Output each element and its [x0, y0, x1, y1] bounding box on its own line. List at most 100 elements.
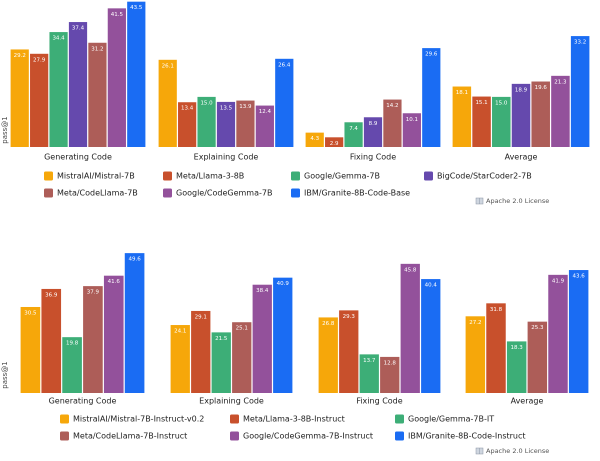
bar: [216, 101, 236, 147]
value-label: 19.8: [66, 341, 79, 347]
bar: [30, 53, 49, 147]
bar: [548, 274, 568, 393]
bar: [492, 96, 511, 147]
bar: [452, 86, 472, 147]
value-label: 29.2: [14, 53, 26, 59]
value-label: 15.1: [475, 100, 487, 106]
value-label: 43.6: [573, 274, 586, 280]
bar: [380, 356, 400, 393]
bar: [359, 354, 379, 393]
legend-label: Google/CodeGemma-7B: [176, 189, 272, 198]
value-label: 15.0: [200, 100, 213, 106]
value-label: 8.9: [369, 121, 378, 127]
bar: [472, 96, 491, 147]
bar: [325, 137, 344, 147]
value-label: 15.0: [495, 100, 508, 106]
value-label: 4.3: [310, 136, 319, 142]
bar: [88, 42, 107, 147]
bar: [422, 48, 441, 147]
value-label: 41.5: [111, 12, 124, 18]
bar: [127, 1, 146, 147]
value-label: 13.5: [220, 105, 233, 111]
bar: [107, 8, 126, 147]
value-label: 21.3: [554, 79, 567, 85]
legend-label: MistralAI/Mistral-7B-Instruct-v0.2: [73, 415, 204, 424]
value-label: 41.9: [552, 278, 565, 284]
value-label: 26.8: [322, 321, 335, 327]
value-label: 13.9: [239, 104, 252, 110]
value-label: 24.1: [174, 329, 186, 335]
value-label: 38.4: [256, 288, 269, 294]
legend-label: Meta/CodeLlama-7B-Instruct: [73, 432, 187, 441]
bar: [273, 277, 293, 393]
bar: [255, 105, 274, 147]
bar: [170, 325, 190, 393]
legend-swatch: [395, 431, 404, 441]
value-label: 37.9: [87, 290, 100, 296]
value-label: 26.1: [162, 63, 174, 69]
legend-swatch: [163, 188, 172, 198]
legend-swatch: [230, 431, 239, 441]
value-label: 40.9: [277, 281, 290, 287]
legend-swatch: [60, 431, 69, 441]
value-label: 19.6: [535, 85, 548, 91]
bar: [339, 310, 359, 393]
bar: [363, 117, 383, 147]
legend-swatch: [291, 171, 300, 181]
bar: [570, 36, 590, 147]
bar: [191, 310, 211, 393]
value-label: 12.8: [384, 360, 397, 366]
value-label: 25.1: [236, 326, 248, 332]
value-label: 29.1: [195, 314, 207, 320]
value-label: 18.3: [511, 345, 524, 351]
license-note: Apache 2.0 License: [486, 197, 549, 205]
legend-swatch: [60, 414, 69, 424]
bar: [178, 102, 197, 147]
x-tick-label: Generating Code: [44, 153, 112, 162]
value-label: 34.4: [52, 36, 65, 42]
bar: [103, 275, 124, 393]
value-label: 14.2: [386, 103, 398, 109]
bar: [527, 321, 548, 393]
y-axis-label: pass@1: [1, 116, 9, 143]
value-label: 13.7: [363, 358, 376, 364]
bar: [400, 263, 420, 393]
bar: [158, 59, 177, 147]
bar: [551, 75, 570, 147]
x-tick-label: Explaining Code: [194, 153, 259, 162]
y-axis-label: pass@1: [1, 361, 9, 388]
bar: [49, 32, 68, 148]
value-label: 25.3: [531, 325, 544, 331]
value-label: 30.5: [24, 310, 37, 316]
legend-label: Meta/Llama-3-8B-Instruct: [243, 415, 345, 424]
bar: [124, 253, 145, 393]
legend-label: Google/Gemma-7B: [304, 172, 380, 181]
bar: [531, 81, 550, 147]
legend-label: IBM/Granite-8B-Code-Base: [304, 189, 410, 198]
x-tick-label: Average: [511, 397, 544, 406]
x-tick-label: Fixing Code: [356, 397, 402, 406]
bar: [568, 270, 589, 393]
bar: [506, 341, 527, 393]
legend-swatch: [44, 188, 53, 198]
value-label: 33.2: [574, 40, 586, 46]
bar: [402, 113, 421, 147]
bar: [211, 332, 231, 393]
bar: [20, 306, 41, 393]
bar: [41, 288, 62, 393]
value-label: 43.5: [130, 5, 143, 11]
legend-swatch: [230, 414, 239, 424]
bar: [197, 96, 216, 147]
value-label: 2.9: [330, 141, 339, 147]
value-label: 10.1: [406, 117, 418, 123]
bar: [232, 322, 252, 393]
value-label: 40.4: [425, 283, 438, 289]
value-label: 27.9: [33, 57, 46, 63]
legend-swatch: [44, 171, 53, 181]
x-tick-label: Average: [505, 153, 538, 162]
legend-swatch: [424, 171, 433, 181]
value-label: 13.4: [181, 106, 194, 112]
legend-swatch: [291, 188, 300, 198]
value-label: 29.3: [343, 314, 356, 320]
